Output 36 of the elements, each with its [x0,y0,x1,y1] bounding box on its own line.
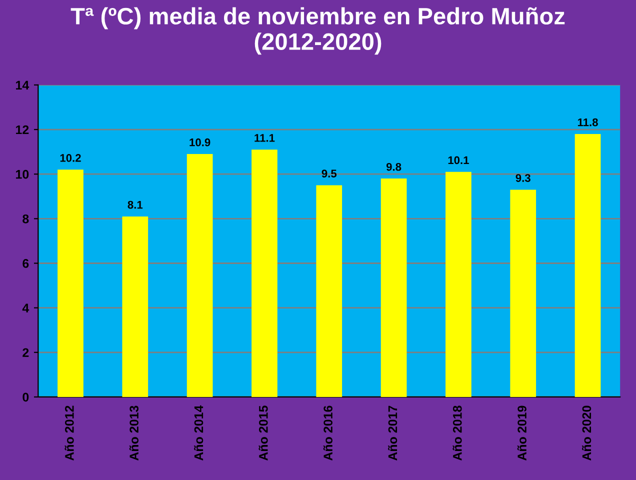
data-label: 10.1 [448,156,469,164]
y-tick-label: 12 [16,125,29,134]
bar [122,216,148,397]
data-label: 9.3 [516,174,530,182]
bar [252,150,278,397]
data-label: 9.5 [322,170,337,178]
y-tick-label: 8 [22,214,29,224]
bar [446,172,472,397]
data-label: 9.8 [386,162,402,171]
y-tick-label: 10 [16,170,29,179]
x-tick-label: Año 2014 [194,405,204,461]
data-label: 10.2 [60,154,81,162]
chart-title: Tª (ºC) media de noviembre en Pedro Muñoz (2012-2020) [70,7,565,55]
data-label: 8.1 [128,200,143,209]
bar [186,154,213,397]
data-label: 11.8 [578,118,598,126]
x-tick-label: Año 2016 [323,406,332,461]
x-tick-label: Año 2013 [129,406,139,461]
bar [380,178,407,397]
x-tick-label: Año 2018 [452,406,462,461]
x-tick-label: Año 2017 [388,406,398,461]
y-tick-label: 14 [16,80,30,90]
data-label: 10.9 [190,138,210,146]
x-tick-label: Año 2019 [517,406,526,461]
bar [58,170,84,397]
x-tick-label: Año 2015 [258,406,268,461]
y-tick-label: 0 [22,392,29,402]
x-tick-label: Año 2020 [582,406,592,461]
data-label: 11.1 [254,134,275,142]
bar [510,190,536,397]
y-tick-label: 2 [22,348,29,357]
y-tick-label: 6 [22,259,29,268]
y-tick-label: 4 [22,304,30,312]
bar [574,134,601,397]
x-tick-label: Año 2012 [64,406,74,461]
bar [316,185,342,397]
